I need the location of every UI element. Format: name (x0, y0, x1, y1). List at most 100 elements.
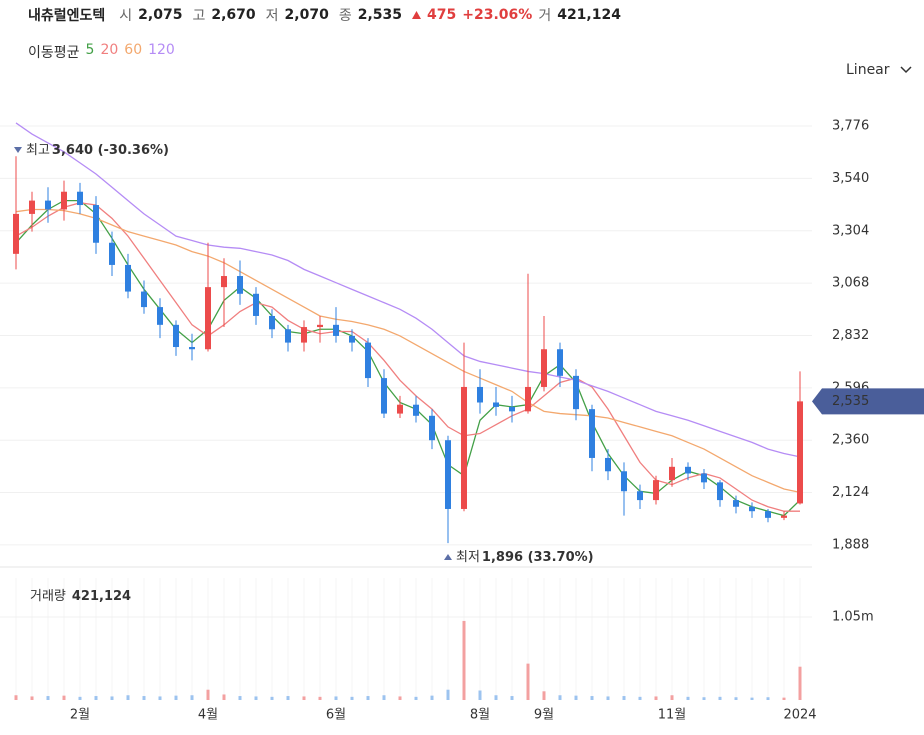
candle-body (413, 404, 419, 416)
candle-body (429, 415, 435, 441)
candle-body (573, 375, 579, 410)
x-tick-label: 4월 (198, 708, 218, 723)
up-arrow (412, 11, 422, 19)
candle-body (461, 386, 467, 509)
volume-bar (462, 620, 466, 700)
stat-value: 2,535 (357, 7, 403, 23)
scale-menu[interactable]: Linear (846, 62, 912, 78)
candle-body (653, 480, 659, 501)
candle-body (317, 324, 323, 328)
stat-label: 시 (119, 8, 133, 24)
legend: 이동평균 5 20 60 120 (28, 42, 175, 62)
y-tick-label: 3,068 (832, 276, 869, 291)
annotation-text: 3,640 (-30.36%) (52, 143, 169, 158)
candle-body (669, 466, 675, 481)
volume-bar (782, 697, 786, 700)
candle-body (637, 491, 643, 501)
volume-bar (142, 696, 146, 700)
volume-bar (350, 696, 354, 700)
candle-body (557, 349, 563, 376)
candle-body (13, 213, 19, 254)
candle-body (685, 466, 691, 474)
candle-body (733, 500, 739, 507)
candle-body (493, 402, 499, 407)
volume-bar (286, 696, 290, 700)
change-pct: +23.06% (462, 7, 533, 23)
ma-line (15, 208, 801, 493)
volume-bar (526, 663, 530, 700)
candle-body (205, 287, 211, 350)
scale-menu-label[interactable]: Linear (846, 62, 890, 78)
ma-line (15, 122, 801, 458)
candle-body (285, 329, 291, 343)
volume-bar (750, 697, 754, 700)
stat-value: 2,070 (284, 7, 329, 23)
low-marker (444, 554, 452, 560)
volume-title-label: 거래량 (30, 589, 66, 604)
volume-bar (638, 696, 642, 700)
candle-body (109, 242, 115, 265)
candle-body (253, 293, 259, 316)
volume-bar (78, 696, 82, 700)
candle-body (125, 264, 131, 292)
stat-value: 2,075 (138, 7, 183, 23)
volume-bar (366, 696, 370, 700)
candle-body (221, 276, 227, 288)
volume-bar (94, 696, 98, 700)
volume-bar (542, 691, 546, 700)
candle-body (349, 335, 355, 343)
ma-line (15, 202, 800, 512)
candle-body (797, 401, 803, 504)
candle-body (189, 347, 195, 350)
candle-body (589, 409, 595, 458)
stat-value: 2,670 (211, 7, 256, 23)
x-tick-label: 2024 (783, 708, 816, 723)
volume-bar (110, 696, 114, 700)
volume-value: 421,124 (557, 7, 621, 23)
price-tag-label: 2,535 (832, 394, 869, 409)
volume-bar (734, 697, 738, 700)
volume-bar (446, 689, 450, 700)
x-tick-label: 11월 (658, 708, 687, 723)
candle-body (525, 386, 531, 412)
volume-bar (158, 696, 162, 700)
header: 내츄럴엔도텍 시 2,075 고 2,670 저 2,070 종 2,535 475 +… (28, 5, 625, 25)
annotation-label: 최고 (26, 143, 50, 158)
stock-name: 내츄럴엔도텍 (28, 8, 106, 24)
y-tick-label: 3,304 (832, 223, 869, 238)
volume-bar (766, 697, 770, 700)
legend-entry: 120 (148, 42, 175, 58)
candle-body (29, 200, 35, 214)
candle-body (45, 200, 51, 210)
stat-label: 고 (192, 8, 206, 24)
volume-bar (478, 690, 482, 700)
legend-entry: 20 (100, 42, 119, 58)
y-tick-label: 3,540 (832, 171, 869, 186)
volume-bar (238, 696, 242, 700)
candle-body (701, 473, 707, 483)
y-tick-label: 1.05m (832, 609, 874, 624)
volume-bar (318, 696, 322, 700)
candle-body (509, 406, 515, 412)
candle-body (477, 386, 483, 403)
candle-body (765, 511, 771, 518)
price-tag (812, 388, 924, 415)
chevron (900, 66, 912, 74)
volume-bar (622, 696, 626, 700)
candle-body (717, 482, 723, 501)
volume-bar (686, 696, 690, 700)
candle-body (269, 315, 275, 330)
volume-bar (222, 694, 226, 700)
volume-bar (702, 697, 706, 700)
volume-bar (270, 696, 274, 700)
volume-bar (302, 696, 306, 700)
candle-body (141, 291, 147, 308)
volume-bar (798, 666, 802, 700)
candle-body (301, 327, 307, 343)
volume-bar (398, 696, 402, 700)
y-tick-label: 2,124 (832, 485, 869, 500)
high-marker (14, 147, 22, 153)
stat-label: 저 (265, 8, 279, 24)
volume-bar (654, 696, 658, 700)
